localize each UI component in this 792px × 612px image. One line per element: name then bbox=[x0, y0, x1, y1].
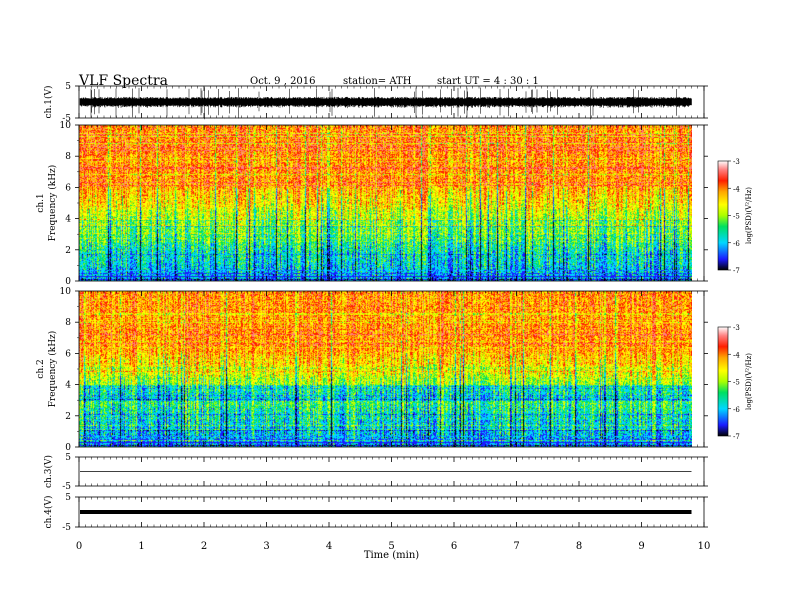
x-tick-label: 0 bbox=[76, 541, 82, 552]
colorbar-tick-label: -4 bbox=[733, 351, 740, 359]
start-time-label: start UT = 4 : 30 : 1 bbox=[437, 76, 539, 87]
colorbar bbox=[717, 160, 729, 271]
station-label: station= ATH bbox=[343, 76, 412, 87]
y-tick-label: -5 bbox=[62, 482, 71, 492]
x-tick-label: 7 bbox=[513, 541, 519, 552]
y-tick-label: 4 bbox=[65, 381, 71, 391]
colorbar-label: log(PSD)(V²/Hz) bbox=[745, 353, 753, 410]
x-tick-label: 10 bbox=[698, 541, 711, 552]
colorbar-tick-label: -7 bbox=[733, 267, 740, 275]
channel-label: ch.2 bbox=[36, 359, 46, 378]
y-tick-label: 2 bbox=[65, 412, 71, 422]
y-tick-label: 8 bbox=[65, 318, 71, 328]
frequency-axis-label: Frequency (kHz) bbox=[47, 165, 58, 242]
y-tick-label: -5 bbox=[62, 523, 71, 533]
frequency-axis-label: Frequency (kHz) bbox=[47, 331, 58, 408]
y-tick-label: 0 bbox=[65, 277, 71, 287]
y-axis-label: ch.4(V) bbox=[43, 496, 54, 529]
x-tick-label: 3 bbox=[263, 541, 269, 552]
y-tick-label: 8 bbox=[65, 152, 71, 162]
x-tick-label: 9 bbox=[638, 541, 644, 552]
y-axis-label: ch.1(V) bbox=[43, 86, 54, 119]
chart-title: VLF Spectra bbox=[79, 73, 168, 89]
y-axis-label: ch.3(V) bbox=[43, 455, 54, 488]
y-tick-label: 5 bbox=[65, 493, 71, 503]
colorbar-tick-label: -4 bbox=[733, 185, 740, 193]
colorbar-tick-label: -5 bbox=[733, 213, 740, 221]
colorbar bbox=[717, 326, 729, 437]
x-tick-label: 2 bbox=[201, 541, 207, 552]
channel-label: ch.1 bbox=[36, 193, 46, 212]
date-label: Oct. 9 , 2016 bbox=[250, 76, 316, 87]
y-tick-label: 5 bbox=[65, 453, 71, 463]
y-tick-label: 10 bbox=[60, 287, 72, 297]
colorbar-tick-label: -3 bbox=[733, 324, 740, 332]
x-tick-label: 1 bbox=[138, 541, 144, 552]
spectrogram-image bbox=[79, 291, 692, 447]
y-tick-label: 6 bbox=[65, 349, 71, 359]
colorbar-tick-label: -6 bbox=[733, 406, 740, 414]
y-tick-label: 0 bbox=[65, 443, 71, 453]
x-tick-label: 4 bbox=[326, 541, 332, 552]
colorbar-tick-label: -3 bbox=[733, 158, 740, 166]
x-tick-label: 8 bbox=[576, 541, 582, 552]
y-tick-label: 4 bbox=[65, 215, 71, 225]
spectrogram-image bbox=[79, 125, 692, 281]
colorbar-tick-label: -7 bbox=[733, 433, 740, 441]
colorbar-label: log(PSD)(V²/Hz) bbox=[745, 187, 753, 244]
x-axis-label: Time (min) bbox=[364, 550, 419, 561]
colorbar-tick-label: -5 bbox=[733, 379, 740, 387]
y-tick-label: 10 bbox=[60, 121, 72, 131]
x-tick-label: 6 bbox=[451, 541, 457, 552]
x-tick-label: 5 bbox=[388, 541, 394, 552]
ch1-waveform-trace bbox=[79, 87, 692, 120]
y-tick-label: 2 bbox=[65, 246, 71, 256]
y-tick-label: 5 bbox=[65, 82, 71, 92]
y-tick-label: -5 bbox=[62, 114, 71, 124]
colorbar-tick-label: -6 bbox=[733, 240, 740, 248]
y-tick-label: 6 bbox=[65, 183, 71, 193]
